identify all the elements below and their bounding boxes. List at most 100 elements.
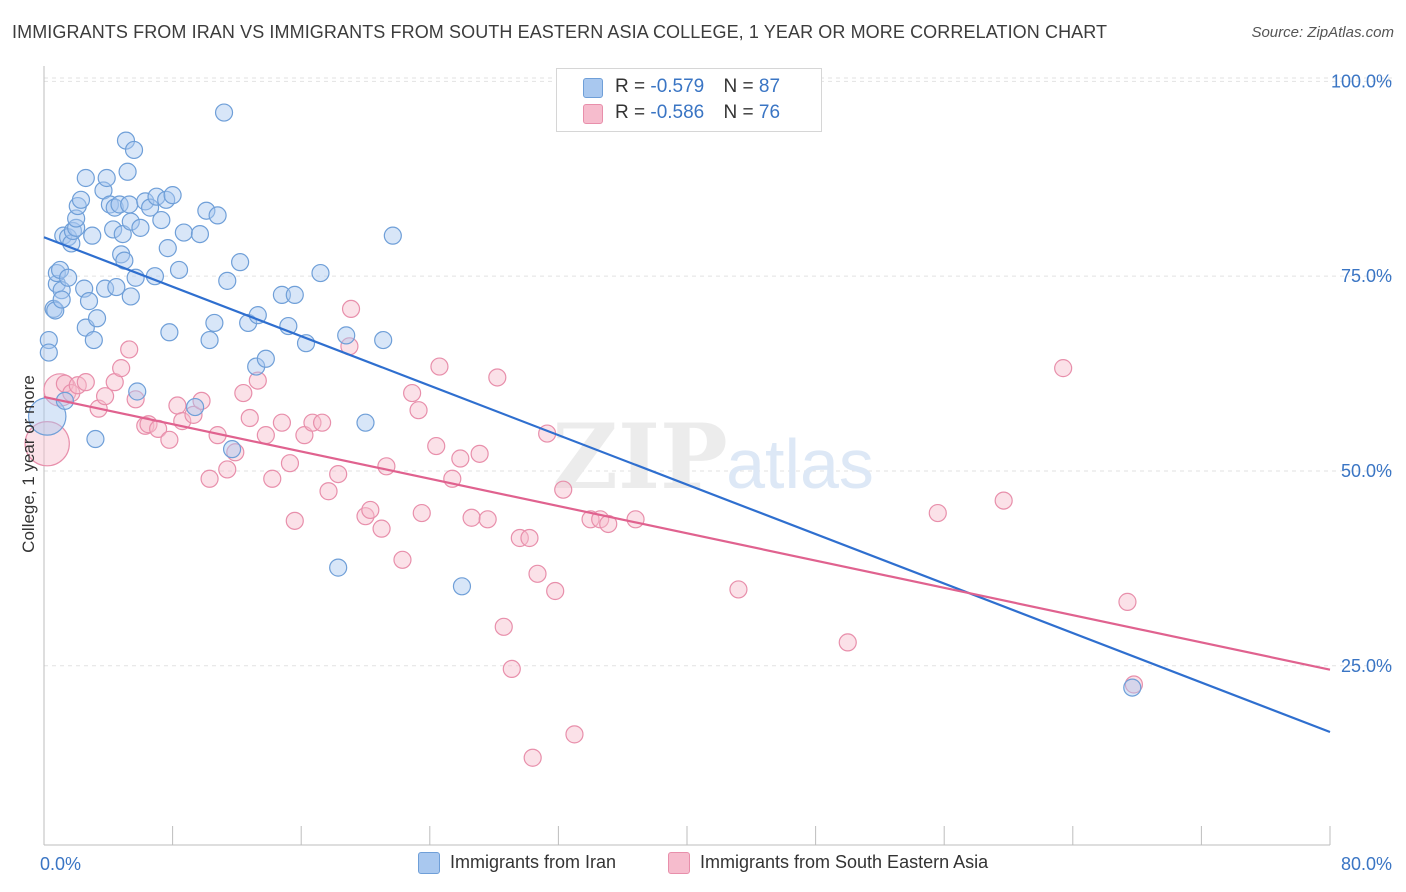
point-iran bbox=[39, 343, 58, 362]
point-iran bbox=[67, 218, 86, 237]
point-iran bbox=[231, 253, 250, 272]
point-iran bbox=[205, 313, 224, 333]
point-sea bbox=[240, 408, 259, 428]
point-sea bbox=[409, 401, 428, 420]
point-iran bbox=[186, 397, 205, 417]
point-sea bbox=[626, 510, 645, 529]
point-sea bbox=[462, 508, 481, 527]
legend-n-value-sea: 76 bbox=[758, 102, 781, 123]
point-sea bbox=[546, 581, 565, 601]
point-sea bbox=[168, 396, 187, 415]
point-sea bbox=[329, 464, 348, 484]
point-iran bbox=[163, 186, 182, 205]
axes bbox=[43, 66, 1331, 846]
legend-n-value-iran: 87 bbox=[758, 76, 781, 97]
point-sea bbox=[218, 460, 237, 479]
legend-r-label: R = bbox=[615, 76, 651, 97]
point-iran bbox=[311, 263, 330, 283]
point-sea bbox=[234, 383, 253, 403]
point-iran bbox=[100, 195, 120, 214]
point-iran bbox=[39, 330, 58, 350]
point-iran bbox=[59, 268, 78, 287]
point-iran bbox=[174, 223, 193, 242]
point-sea bbox=[377, 457, 396, 476]
watermark-atlas: atlas bbox=[726, 425, 874, 503]
point-sea bbox=[1118, 592, 1137, 611]
legend-r-value-sea: -0.586 bbox=[650, 102, 705, 123]
bottom-legend-label-sea: Immigrants from South Eastern Asia bbox=[700, 852, 989, 872]
point-iran bbox=[121, 212, 140, 231]
point-iran bbox=[208, 206, 227, 225]
point-iran bbox=[87, 309, 107, 328]
point-iran bbox=[160, 323, 179, 342]
point-sea bbox=[729, 580, 748, 599]
point-sea bbox=[994, 491, 1013, 510]
point-sea bbox=[523, 748, 542, 767]
point-iran bbox=[118, 162, 137, 181]
point-iran bbox=[197, 201, 216, 220]
point-sea bbox=[341, 299, 361, 319]
bottom-legend-swatch-iran bbox=[418, 852, 440, 874]
point-iran bbox=[105, 198, 124, 217]
point-sea bbox=[160, 430, 179, 449]
point-sea bbox=[248, 371, 267, 390]
point-sea bbox=[24, 421, 70, 467]
point-iran bbox=[84, 330, 103, 350]
point-sea bbox=[76, 373, 95, 392]
point-iran bbox=[272, 285, 292, 304]
point-sea bbox=[430, 357, 449, 376]
legend-r-label: R = bbox=[615, 102, 651, 123]
correlation-legend: R = -0.579 N = 87 R = -0.586 N = 76 bbox=[556, 68, 822, 132]
point-sea bbox=[1124, 675, 1143, 694]
point-sea bbox=[256, 426, 275, 445]
point-iran bbox=[140, 198, 160, 217]
y-tick-label: 100.0% bbox=[1331, 71, 1392, 91]
point-sea bbox=[494, 617, 513, 636]
point-iran bbox=[46, 301, 65, 320]
point-iran bbox=[79, 292, 99, 311]
point-sea bbox=[356, 507, 375, 526]
point-iran bbox=[329, 558, 348, 577]
point-sea bbox=[838, 633, 857, 652]
point-iran bbox=[104, 220, 123, 239]
point-iran bbox=[128, 382, 147, 401]
point-iran bbox=[200, 330, 219, 350]
legend-swatch-iran bbox=[583, 78, 603, 98]
point-sea bbox=[520, 528, 539, 548]
x-tick-label: 0.0% bbox=[40, 854, 81, 874]
point-iran bbox=[256, 349, 275, 368]
point-iran bbox=[83, 226, 102, 245]
point-iran bbox=[169, 260, 189, 280]
point-sea bbox=[312, 413, 332, 432]
watermark-zip: ZIP bbox=[552, 404, 727, 510]
point-sea bbox=[263, 469, 282, 488]
bottom-legend-iran: Immigrants from Iran bbox=[418, 852, 648, 876]
point-sea bbox=[565, 725, 584, 744]
point-iran bbox=[158, 239, 177, 258]
point-iran bbox=[136, 192, 155, 211]
point-sea bbox=[361, 500, 380, 520]
point-sea bbox=[554, 480, 573, 499]
point-sea bbox=[928, 503, 947, 523]
point-iran bbox=[337, 326, 356, 345]
point-iran bbox=[218, 271, 237, 290]
point-sea bbox=[112, 359, 131, 378]
point-sea bbox=[280, 454, 300, 473]
point-iran bbox=[356, 413, 375, 432]
point-sea bbox=[285, 511, 304, 530]
points-south-eastern-asia bbox=[24, 299, 1143, 767]
bottom-legend-swatch-sea bbox=[668, 852, 690, 874]
point-sea bbox=[478, 510, 497, 529]
trend-line-iran bbox=[43, 236, 1331, 734]
point-sea bbox=[226, 443, 245, 462]
point-iran bbox=[374, 330, 393, 350]
point-iran bbox=[97, 168, 116, 188]
point-iran bbox=[47, 263, 66, 283]
point-sea bbox=[393, 550, 412, 569]
point-sea bbox=[470, 444, 489, 463]
point-iran bbox=[107, 277, 126, 297]
point-sea bbox=[581, 510, 600, 529]
point-iran bbox=[247, 357, 266, 376]
